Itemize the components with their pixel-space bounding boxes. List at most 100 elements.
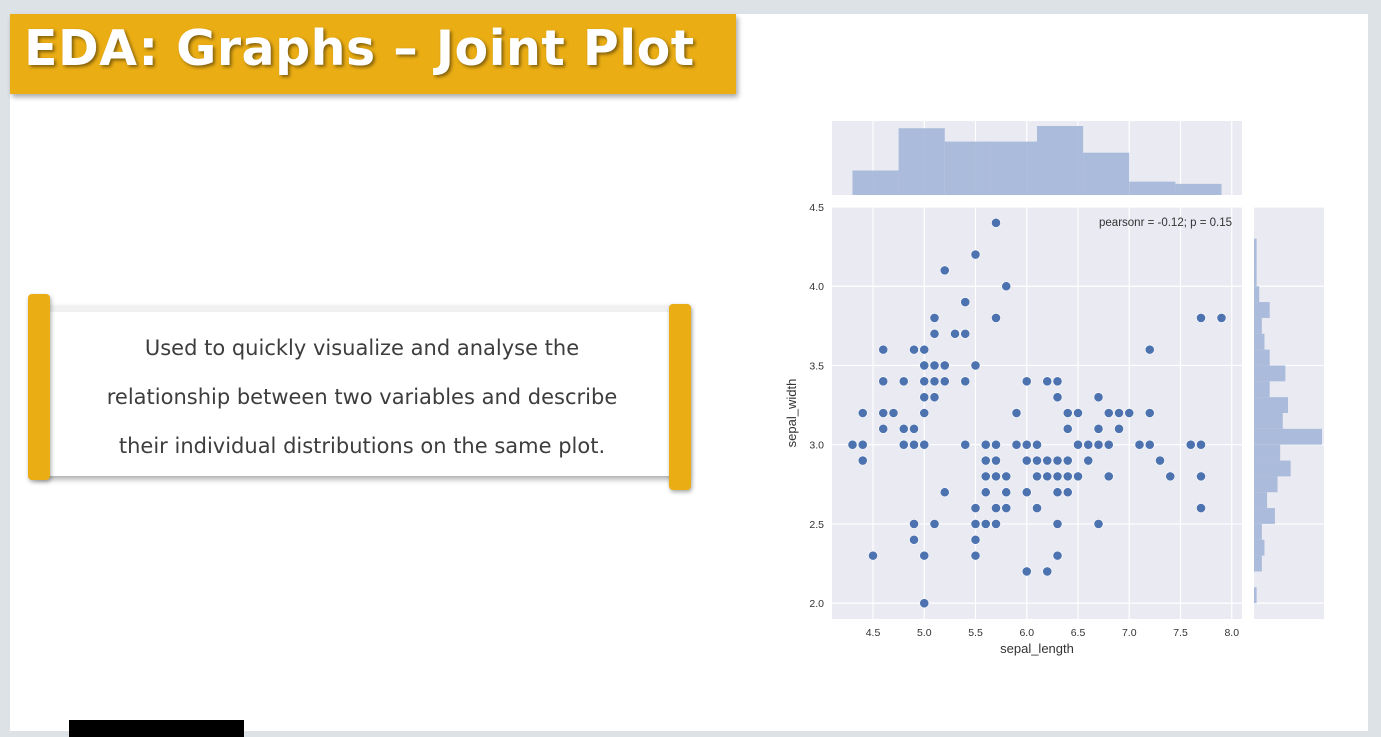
scatter-point: [1021, 566, 1032, 577]
y-hist-bar: [1254, 460, 1291, 477]
scatter-point: [1155, 455, 1165, 466]
x-hist-bar: [1037, 126, 1084, 195]
scatter-point: [980, 439, 991, 450]
x-tick-label: 7.5: [1173, 627, 1188, 639]
scatter-point: [1083, 439, 1094, 450]
scatter-point: [1001, 281, 1012, 292]
scatter-point: [950, 328, 960, 339]
y-hist-bar: [1254, 302, 1270, 318]
scatter-point: [970, 360, 981, 371]
y-hist-bar: [1254, 523, 1262, 540]
scatter-point: [929, 313, 940, 323]
x-hist-bar: [1175, 183, 1222, 195]
description-line: Used to quickly visualize and analyse th…: [144, 336, 580, 360]
scatter-point: [1073, 471, 1083, 482]
scatter-point: [929, 392, 940, 403]
scatter-point: [1001, 503, 1012, 513]
scatter-point: [980, 471, 991, 482]
scatter-point: [1021, 487, 1032, 498]
scatter-point: [868, 550, 878, 561]
scatter-point: [991, 471, 1001, 482]
scatter-point: [991, 519, 1001, 529]
scatter-point: [970, 534, 981, 545]
scatter-point: [909, 423, 919, 434]
scatter-point: [1032, 471, 1042, 482]
scatter-point: [1011, 439, 1022, 450]
scatter-grid: [832, 206, 1242, 619]
y-axis-label: sepal_width: [784, 379, 799, 448]
scatter-point: [960, 328, 971, 339]
y-hist-bar: [1254, 428, 1322, 445]
y-tick-label: 3.0: [809, 440, 824, 452]
title-banner: EDA: Graphs – Joint Plot: [10, 14, 736, 94]
scatter-point: [888, 408, 899, 418]
x-hist-bar: [852, 170, 899, 195]
scatter-point: [991, 439, 1001, 450]
scatter-point: [1042, 471, 1053, 482]
scatter-points: [847, 217, 1227, 609]
y-hist-bar: [1254, 539, 1265, 556]
scatter-point: [919, 439, 930, 450]
scatter-point: [1032, 455, 1042, 466]
y-hist-bar: [1254, 555, 1262, 572]
y-hist-bar: [1254, 587, 1257, 604]
scatter-point: [1062, 487, 1073, 498]
scatter-point: [929, 519, 940, 529]
x-hist-bar: [1129, 181, 1176, 195]
x-hist-bar: [898, 128, 945, 195]
x-hist-bar: [1083, 152, 1130, 195]
scatter-point: [970, 503, 981, 513]
scatter-point: [1021, 376, 1032, 387]
scatter-point: [1001, 471, 1012, 482]
scatter-point: [1083, 455, 1094, 466]
scatter-point: [909, 344, 919, 355]
x-axis-ticks: 4.5 5.0 5.5 6.0 6.5 7.0 7.5 8.0: [866, 627, 1240, 639]
scatter-point: [909, 519, 919, 529]
scatter-point: [1032, 439, 1042, 450]
scatter-point: [919, 550, 930, 561]
y-hist-bar: [1254, 254, 1257, 271]
description-line: their individual distributions on the sa…: [118, 434, 606, 458]
x-tick-label: 5.0: [917, 627, 932, 639]
y-hist-bar: [1254, 349, 1270, 366]
scatter-point: [1021, 455, 1032, 466]
scatter-point: [1042, 376, 1053, 387]
scatter-point: [1052, 376, 1063, 387]
callout-right-scroll-cap: [669, 304, 691, 490]
callout-left-scroll-cap: [28, 294, 50, 480]
scatter-point: [970, 249, 981, 260]
scatter-point: [898, 423, 909, 434]
y-tick-label: 2.0: [809, 598, 824, 610]
scatter-point: [919, 360, 930, 371]
scatter-point: [1021, 439, 1032, 450]
scatter-point: [1144, 408, 1155, 418]
y-tick-label: 4.0: [809, 281, 824, 293]
scatter-point: [1165, 471, 1176, 482]
y-hist-bar: [1254, 476, 1278, 493]
scatter-point: [1196, 503, 1206, 513]
y-hist-bar: [1254, 238, 1257, 255]
y-hist-bar: [1254, 365, 1286, 382]
scatter-point: [1093, 519, 1104, 529]
description-line: relationship between two variables and d…: [106, 385, 618, 409]
scatter-point: [898, 376, 909, 387]
scatter-point: [1052, 487, 1063, 498]
joint-plot: 4.5 5.0 5.5 6.0 6.5 7.0 7.5 8.0 2.0 2.5 3.0 3.5 4.0…: [784, 121, 1324, 656]
scatter-point: [857, 455, 868, 466]
scatter-point: [857, 439, 868, 450]
x-hist-bar: [944, 141, 991, 195]
scatter-point: [1093, 423, 1104, 434]
scatter-point: [939, 265, 950, 276]
x-tick-label: 4.5: [866, 627, 881, 639]
scatter-point: [1011, 408, 1022, 418]
x-tick-label: 8.0: [1224, 627, 1239, 639]
pearsonr-annotation: pearsonr = -0.12; p = 0.15: [1099, 217, 1232, 229]
scatter-point: [1196, 471, 1206, 482]
scatter-point: [929, 360, 940, 371]
scatter-plot-area: [832, 207, 1242, 619]
x-tick-label: 7.0: [1122, 627, 1137, 639]
scatter-point: [960, 439, 971, 450]
scatter-point: [1144, 344, 1155, 355]
scatter-point: [1052, 471, 1063, 482]
scatter-point: [929, 376, 940, 387]
